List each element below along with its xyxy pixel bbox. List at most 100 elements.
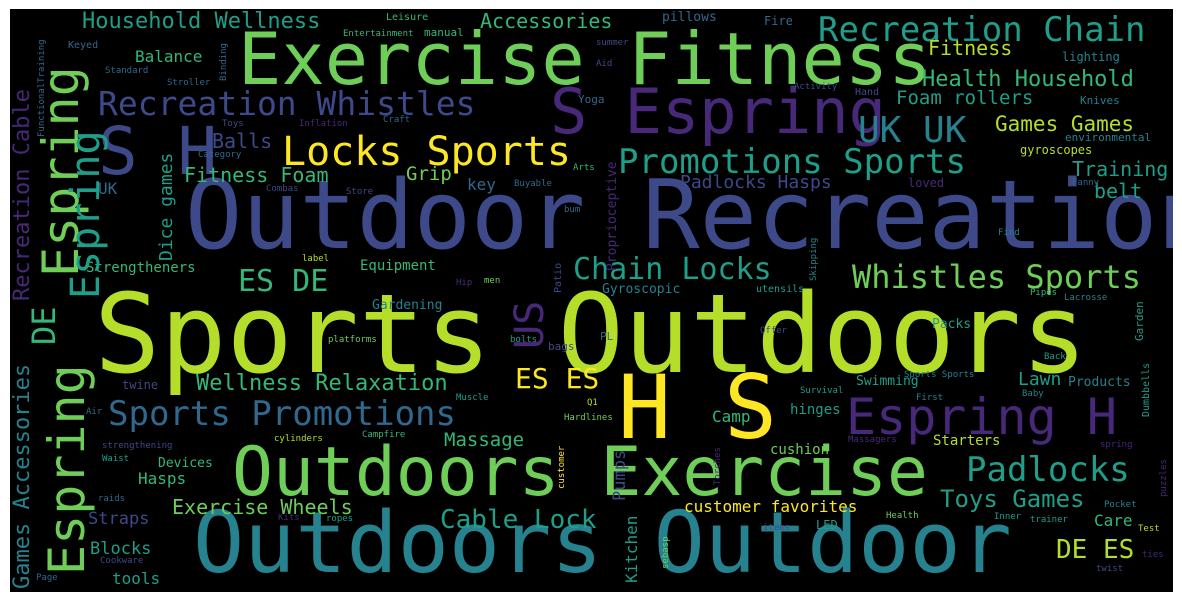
word-cushion: cushion [770,442,830,458]
word-kits: Kits [278,513,300,523]
word-muscle: Muscle [456,393,489,403]
word-training: Training [1072,157,1169,181]
word-sebasp: sebasp [661,536,671,569]
word-offer: Offer [760,326,788,336]
word-patio: Patio [553,262,564,293]
word-ropes: ropes [326,514,354,524]
word-belt: belt [1094,179,1143,203]
word-fitness: Fitness [928,36,1013,60]
word-label: label [302,254,330,264]
word-locks-sports: Locks Sports [282,129,571,175]
word-test: Test [1138,524,1160,534]
word-dice-games: Dice games [156,152,177,261]
word-blocks: Blocks [90,539,152,559]
word-chain-locks: Chain Locks [573,252,772,287]
word-exercise-fitness: Exercise Fitness [238,17,932,101]
word-uk-uk: UK UK [858,110,967,151]
word-inner: Inner [994,512,1022,522]
word-equipment: Equipment [360,258,436,274]
word-health-household: Health Household [922,67,1134,92]
word-air: Air [86,407,103,417]
word-outdoors-exercise: Outdoors Exercise [232,433,928,512]
word-whistles-sports: Whistles Sports [852,258,1141,296]
word-loved: loved [908,176,945,190]
word-lighting: lighting [1062,50,1120,64]
word-sports-outdoors: Sports Outdoors [94,270,1088,398]
word-gyroscopic: Gyroscopic [602,282,681,297]
word-s-h: S H [98,113,218,190]
word-hinges: hinges [790,402,841,418]
word-wellness-relaxation: Wellness Relaxation [196,371,448,396]
word-keyed: Keyed [68,40,99,51]
word-fire: Fire [764,14,793,28]
word-twine: twine [122,378,159,392]
word-campfire: Campfire [362,430,406,440]
word-padlocks: Padlocks [966,450,1130,490]
word-promotions-sports: Promotions Sports [618,142,966,182]
word-puzzles: puzzles [1159,459,1169,497]
word-arts: Arts [573,163,595,173]
word-skipping: Skipping [809,237,819,281]
word-care: Care [1094,511,1133,530]
word-stroller: Stroller [167,78,211,88]
word-products: Products [1068,375,1131,390]
word-pocket: Pocket [1104,500,1137,510]
word-cloud: Sports Outdoors Outdoor Recreation Outdo… [10,9,1173,592]
word-starters: Starters [933,433,1001,449]
word-raids: raids [98,494,126,504]
word-pillows: pillows [662,10,717,25]
word-platforms: platforms [328,335,377,345]
word-lawn: Lawn [1018,369,1062,390]
word-h-s: H S [618,356,777,459]
word-survival: Survival [800,386,844,396]
word-yoga: Yoga [578,93,605,106]
word-health: Health [886,511,919,521]
word-grip: Grip [406,163,452,185]
word-massage: Massage [444,429,525,451]
word-espring-v2: Espring [38,364,96,575]
word-spring: spring [1100,440,1133,450]
word-straps: Straps [88,509,150,529]
word-key: key [467,175,496,194]
word-dumbbells: Dumbbells [1141,362,1152,417]
word-entertainment: Entertainment [343,29,414,39]
word-exercise-wheels: Exercise Wheels [172,495,353,519]
word-recreation-cable: Recreation Cable [10,89,35,301]
word-devices: Devices [158,456,213,471]
word-recreation-chain: Recreation Chain [818,10,1146,50]
word-espring-h: Espring H [846,388,1117,446]
word-standard: Standard [105,66,149,76]
word-manual: manual [424,26,464,39]
word-de: DE [25,306,63,345]
word-camp: Camp [712,407,751,426]
word-outdoor-recreation: Outdoor Recreation [185,161,1173,271]
word-hasps: Hasps [138,469,187,488]
word-strengtheners: Strengtheners [86,260,196,276]
word-torches: Torches [713,447,723,485]
word-gyroscopes: gyroscopes [1020,143,1093,157]
word-summer: summer [596,38,629,48]
word-customer: customer [557,445,567,489]
word-bum: bum [564,205,581,215]
word-first: First [916,393,944,403]
word-sports-sports: Sports Sports [904,370,975,380]
word-espring-v3: Espring [63,130,109,299]
word-toys: Toys [222,119,244,129]
word-cable-lock: Cable Lock [440,505,597,535]
word-customer-favorites: customer favorites [684,497,858,516]
word-inflation: Inflation [299,119,348,129]
word-waist: Waist [102,454,130,464]
word-hip: Hip [456,278,473,288]
word-kitchen: Kitchen [622,515,641,583]
word-binding: Binding [219,43,229,81]
word-es-es: ES ES [515,362,600,395]
word-pipes: Pipes [1030,288,1058,298]
word-bags: bags [548,340,575,353]
word-twist: twist [1096,564,1124,574]
word-accessories: Accessories [480,9,613,33]
word-q1: Q1 [587,398,598,408]
word-sports-promotions: Sports Promotions [108,394,456,434]
word-trainer: trainer [1030,515,1068,525]
word-hand: Hand [855,87,880,98]
word-padlocks-hasps: Padlocks Hasps [680,172,832,193]
